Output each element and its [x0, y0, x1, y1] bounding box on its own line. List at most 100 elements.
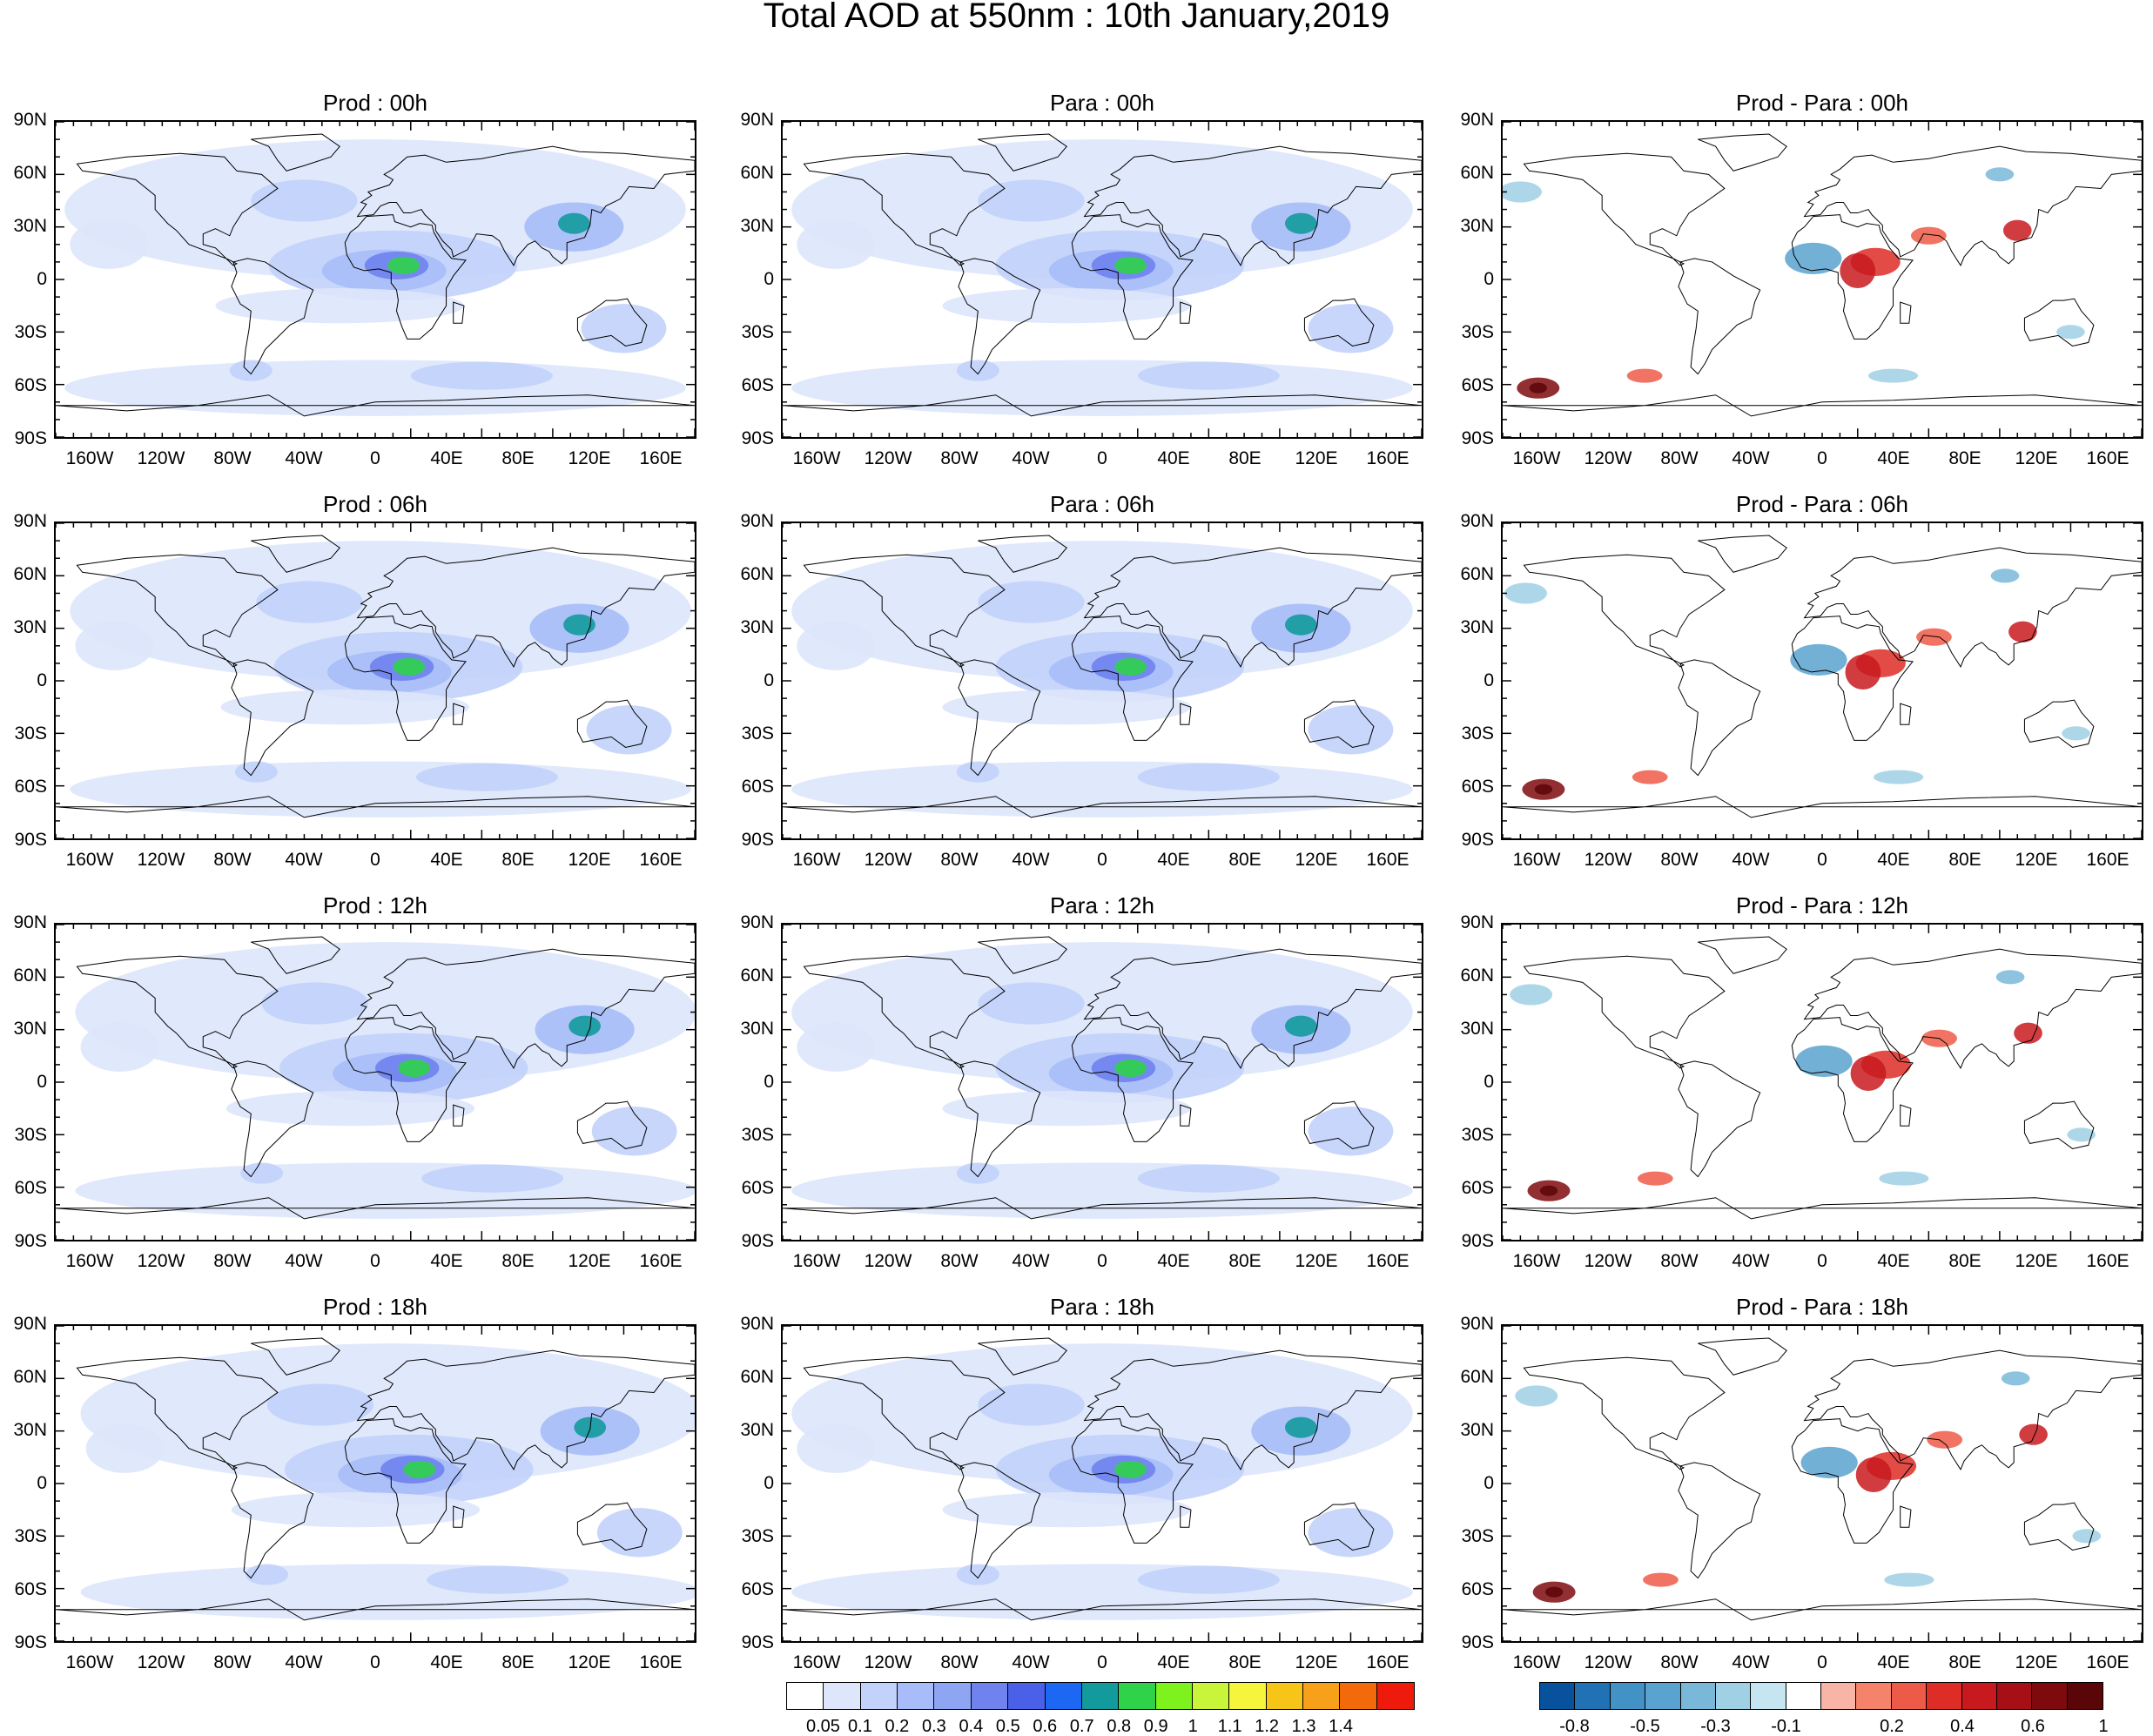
- longitude-tick-label: 120E: [568, 448, 611, 468]
- latitude-tick-label: 30S: [14, 322, 47, 342]
- longitude-tick-label: 40E: [430, 1251, 463, 1271]
- diff-colorbar-label: 0.2: [1880, 1717, 1904, 1736]
- latitude-tick-label: 90S: [14, 1231, 47, 1251]
- latitude-tick-label: 60N: [13, 564, 47, 584]
- longitude-tick-label: 80E: [1228, 850, 1262, 870]
- latitude-tick-label: 30S: [741, 322, 774, 342]
- latitude-tick-label: 0: [37, 269, 47, 289]
- aod-colorbar-swatch: [934, 1683, 972, 1709]
- longitude-tick-label: 40W: [1732, 1652, 1770, 1672]
- latitude-tick-label: 0: [1484, 1473, 1494, 1493]
- latitude-tick-label: 60N: [740, 564, 774, 584]
- longitude-tick-label: 120W: [864, 1251, 912, 1271]
- aod-colorbar-label: 0.1: [848, 1717, 872, 1736]
- longitude-tick-label: 120E: [2015, 850, 2058, 870]
- map-panel-diff: [1501, 1324, 2143, 1643]
- longitude-tick-label: 40W: [1012, 850, 1050, 870]
- diff-colorbar-swatch: [1645, 1683, 1681, 1709]
- panel-title: Prod : 18h: [323, 1294, 427, 1320]
- longitude-tick-label: 40E: [1157, 448, 1190, 468]
- longitude-tick-label: 80E: [1948, 1652, 1981, 1672]
- panel-title: Prod : 06h: [323, 491, 427, 517]
- longitude-tick-label: 120E: [1295, 850, 1338, 870]
- latitude-tick-label: 30S: [14, 723, 47, 744]
- latitude-tick-label: 90N: [1460, 1314, 1494, 1334]
- latitude-tick-label: 0: [764, 269, 774, 289]
- diff-colorbar-swatch: [1821, 1683, 1857, 1709]
- aod-colorbar-swatch: [1266, 1683, 1304, 1709]
- aod-field-map: [1503, 122, 2142, 437]
- panel-title: Para : 06h: [1050, 491, 1154, 517]
- diff-colorbar-label: 1: [2098, 1717, 2109, 1736]
- diff-colorbar-swatch: [1575, 1683, 1611, 1709]
- aod-field-map: [783, 925, 1422, 1240]
- longitude-tick-label: 0: [370, 1652, 380, 1672]
- longitude-tick-label: 0: [1817, 1251, 1827, 1271]
- diff-colorbar-swatch: [1927, 1683, 1962, 1709]
- latitude-tick-label: 30S: [1461, 322, 1494, 342]
- latitude-tick-label: 0: [764, 670, 774, 690]
- aod-colorbar-swatch: [1192, 1683, 1230, 1709]
- latitude-tick-label: 30S: [14, 1526, 47, 1546]
- longitude-tick-label: 80E: [501, 448, 535, 468]
- longitude-tick-label: 80W: [1660, 850, 1699, 870]
- longitude-tick-label: 40E: [430, 1652, 463, 1672]
- longitude-tick-label: 120E: [2015, 1251, 2058, 1271]
- longitude-tick-label: 120W: [1584, 448, 1632, 468]
- latitude-tick-label: 30S: [741, 1526, 774, 1546]
- aod-field-map: [56, 523, 695, 838]
- diff-colorbar-swatch: [2032, 1683, 2068, 1709]
- longitude-tick-label: 40W: [1732, 448, 1770, 468]
- longitude-tick-label: 0: [1817, 448, 1827, 468]
- aod-colorbar-label: 1.4: [1329, 1717, 1353, 1736]
- aod-colorbar-swatch: [971, 1683, 1009, 1709]
- latitude-tick-label: 0: [37, 670, 47, 690]
- aod-field-map: [783, 523, 1422, 838]
- longitude-tick-label: 120E: [568, 1652, 611, 1672]
- longitude-tick-label: 120W: [137, 1652, 185, 1672]
- latitude-tick-label: 90S: [1461, 1231, 1494, 1251]
- latitude-tick-label: 90S: [14, 428, 47, 448]
- longitude-tick-label: 160E: [639, 850, 683, 870]
- latitude-tick-label: 90N: [1460, 912, 1494, 932]
- longitude-tick-label: 120E: [2015, 1652, 2058, 1672]
- longitude-tick-label: 40W: [1732, 1251, 1770, 1271]
- latitude-tick-label: 60N: [1460, 966, 1494, 986]
- latitude-tick-label: 90N: [13, 912, 47, 932]
- longitude-tick-label: 80E: [1948, 448, 1981, 468]
- diff-colorbar-swatch: [1610, 1683, 1646, 1709]
- latitude-tick-label: 30N: [1460, 1420, 1494, 1440]
- aod-colorbar-swatch: [1119, 1683, 1156, 1709]
- longitude-tick-label: 120W: [864, 1652, 912, 1672]
- aod-colorbar-swatch: [1155, 1683, 1193, 1709]
- longitude-tick-label: 40E: [1877, 1251, 1910, 1271]
- aod-colorbar-swatch: [898, 1683, 935, 1709]
- latitude-tick-label: 0: [37, 1473, 47, 1493]
- diff-colorbar-label: -0.5: [1630, 1717, 1660, 1736]
- diff-colorbar-swatch: [1996, 1683, 2033, 1709]
- latitude-tick-label: 0: [764, 1473, 774, 1493]
- latitude-tick-label: 60N: [740, 966, 774, 986]
- longitude-tick-label: 80W: [1660, 448, 1699, 468]
- latitude-tick-label: 90S: [741, 428, 774, 448]
- aod-field-map: [1503, 1326, 2142, 1641]
- longitude-tick-label: 40E: [1877, 1652, 1910, 1672]
- longitude-tick-label: 40E: [430, 850, 463, 870]
- latitude-tick-label: 30S: [741, 1125, 774, 1145]
- aod-colorbar-swatch: [824, 1683, 861, 1709]
- panel-title: Para : 00h: [1050, 90, 1154, 116]
- latitude-tick-label: 60S: [1461, 777, 1494, 797]
- latitude-tick-label: 30N: [1460, 216, 1494, 236]
- longitude-tick-label: 0: [1097, 1251, 1107, 1271]
- panel-title: Prod : 00h: [323, 90, 427, 116]
- longitude-tick-label: 80W: [1660, 1652, 1699, 1672]
- panel-title: Prod - Para : 12h: [1736, 892, 1908, 918]
- latitude-tick-label: 90N: [740, 511, 774, 531]
- latitude-tick-label: 30N: [740, 216, 774, 236]
- longitude-tick-label: 80W: [1660, 1251, 1699, 1271]
- longitude-tick-label: 120W: [137, 448, 185, 468]
- longitude-tick-label: 120W: [1584, 1652, 1632, 1672]
- longitude-tick-label: 40W: [1012, 1251, 1050, 1271]
- latitude-tick-label: 30N: [13, 216, 47, 236]
- latitude-tick-label: 30N: [740, 617, 774, 637]
